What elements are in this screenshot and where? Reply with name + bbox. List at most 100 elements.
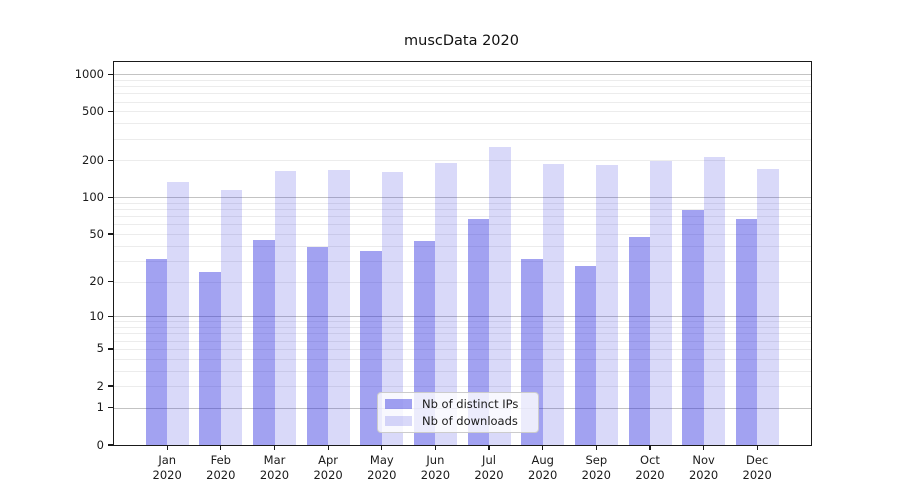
x-tick-label: Oct 2020	[622, 453, 678, 483]
x-tick-label-line: 2020	[420, 468, 451, 482]
legend: Nb of distinct IPs Nb of downloads	[377, 392, 539, 433]
y-tick-label: 0	[96, 437, 104, 452]
x-tick-label-line: Mar	[263, 453, 286, 467]
gridline-major	[114, 316, 811, 318]
x-tick-label: Jan 2020	[139, 453, 195, 483]
bar-downloads	[328, 169, 350, 445]
x-tick-label-line: Jun	[426, 453, 445, 467]
y-tick-mark	[108, 407, 113, 409]
gridline-minor	[114, 348, 811, 350]
x-tick-label: Aug 2020	[515, 453, 571, 483]
gridline-minor	[114, 370, 811, 372]
gridline-minor	[114, 321, 811, 323]
y-tick-mark	[108, 385, 113, 387]
gridline-minor	[114, 160, 811, 162]
gridline-minor	[114, 260, 811, 262]
gridline-minor	[114, 202, 811, 204]
gridline-minor	[114, 281, 811, 283]
x-tick-mark	[220, 445, 222, 450]
y-tick-label: 20	[89, 274, 104, 289]
legend-item-downloads: Nb of downloads	[385, 414, 531, 428]
bar-distinct-ips	[306, 247, 329, 445]
bar-distinct-ips	[145, 259, 168, 445]
bar-distinct-ips	[628, 237, 650, 445]
x-tick-label: Mar 2020	[247, 453, 303, 483]
x-tick-mark	[649, 445, 651, 450]
gridline-minor	[114, 358, 811, 360]
bar-distinct-ips	[574, 266, 597, 445]
y-tick-mark	[108, 315, 113, 317]
x-tick-mark	[327, 445, 329, 450]
y-tick-mark	[108, 233, 113, 235]
y-tick-label: 1000	[74, 66, 104, 81]
x-tick-mark	[542, 445, 544, 450]
x-tick-label-line: May	[369, 453, 394, 467]
gridline-major	[114, 197, 811, 199]
bar-distinct-ips	[199, 272, 221, 445]
x-tick-label-line: 2020	[528, 468, 558, 482]
y-tick-mark	[108, 110, 113, 113]
gridline-minor	[114, 224, 811, 226]
bar-downloads	[703, 156, 726, 445]
x-tick-mark	[756, 445, 758, 450]
gridline-minor	[114, 79, 811, 81]
bar-downloads	[381, 171, 404, 445]
gridline-minor	[114, 86, 811, 88]
gridline-minor	[114, 333, 811, 335]
gridline-minor	[114, 209, 811, 211]
gridline-minor	[114, 93, 811, 95]
x-tick-label: Nov 2020	[676, 453, 732, 483]
gridline-minor	[114, 216, 811, 218]
gridline-minor	[114, 327, 811, 329]
bar-distinct-ips	[682, 209, 704, 445]
x-tick-label: Jul 2020	[461, 453, 517, 483]
x-tick-label-line: 2020	[206, 468, 236, 482]
x-tick-label-line: 2020	[635, 468, 665, 482]
bar-downloads	[489, 146, 511, 445]
bar-downloads	[167, 181, 189, 445]
chart-title: muscData 2020	[404, 33, 519, 49]
bar-downloads	[650, 161, 672, 445]
x-tick-mark	[703, 445, 705, 450]
y-tick-label: 100	[82, 189, 104, 204]
y-tick-mark	[108, 73, 113, 75]
x-tick-mark	[595, 445, 597, 450]
gridline-minor	[114, 111, 811, 113]
x-tick-mark	[381, 445, 383, 450]
plot-area: 0 1 2 5 10 20 50 100 200 500 1000 Jan 2020 Feb 2020 Mar…	[75, 61, 812, 482]
x-tick-label-line: Feb	[210, 453, 231, 467]
y-tick-label: 50	[89, 226, 104, 241]
gridline-minor	[114, 245, 811, 247]
y-tick-mark	[108, 444, 113, 446]
x-tick-label-line: 2020	[152, 468, 182, 482]
bar-distinct-ips	[360, 251, 382, 445]
bar-downloads	[220, 189, 243, 445]
bar-distinct-ips	[467, 219, 489, 445]
bar-downloads	[757, 169, 779, 445]
gridline-minor	[114, 138, 811, 140]
y-tick-label: 5	[96, 341, 104, 356]
x-tick-label-line: Nov	[692, 453, 715, 467]
gridline-minor	[114, 123, 811, 125]
legend-item-distinct-ips: Nb of distinct IPs	[385, 397, 531, 411]
x-tick-label: Apr 2020	[300, 453, 356, 483]
x-tick-label-line: Jul	[482, 453, 496, 467]
bar-downloads	[542, 164, 565, 445]
legend-swatch-distinct-ips	[385, 399, 412, 410]
x-tick-mark	[273, 445, 276, 450]
x-tick-label-line: 2020	[742, 468, 772, 482]
y-tick-label: 1	[96, 400, 104, 415]
y-tick-label: 500	[82, 103, 104, 118]
x-tick-label-line: 2020	[313, 468, 343, 482]
x-tick-label: Dec 2020	[729, 453, 785, 483]
bar-downloads	[435, 162, 457, 445]
x-tick-mark	[166, 445, 168, 450]
x-tick-label: Jun 2020	[407, 453, 463, 483]
y-tick-mark	[108, 159, 113, 162]
x-tick-label: Sep 2020	[568, 453, 624, 483]
x-tick-label: Feb 2020	[193, 453, 249, 483]
x-tick-mark	[488, 445, 490, 450]
x-tick-label-line: 2020	[259, 468, 290, 482]
x-tick-label-line: Aug	[531, 453, 554, 467]
